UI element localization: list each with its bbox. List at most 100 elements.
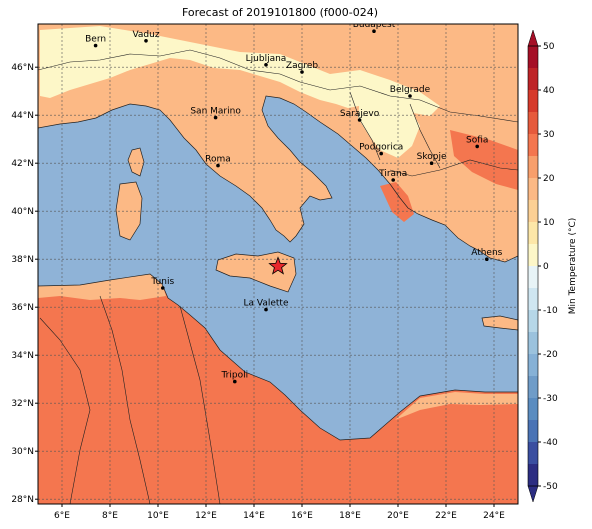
city-label: Tripoli: [220, 371, 248, 381]
city-dot: [161, 286, 165, 290]
city-label: Podgorica: [359, 143, 403, 153]
y-tick-label: 36°N: [11, 303, 34, 313]
city-dot: [144, 39, 148, 43]
city-dot: [372, 29, 376, 33]
colorbar-segment: [528, 464, 538, 486]
city-dot: [408, 94, 412, 98]
colorbar-tick-label: -30: [543, 394, 558, 404]
city-label: San Marino: [190, 107, 241, 117]
map-axis-ticks: 6°E 8°E 10°E 12°E 14°E 16°E 18°E 20°E 22°E 24°E 28…: [11, 63, 505, 521]
city-dot: [216, 163, 220, 168]
city-label: La Valette: [244, 299, 289, 309]
city-label: Ljubljana: [246, 54, 287, 64]
city-dot: [93, 43, 98, 48]
colorbar-tick-label: -10: [543, 306, 558, 316]
city-dot: [429, 161, 434, 165]
colorbar-tick-label: 50: [543, 42, 555, 52]
highlight-marker: [268, 256, 288, 275]
city-label: Roma: [205, 155, 231, 165]
colorbar: -50 -40 -30 -20 -10 0 10 20 30 40 50: [527, 29, 558, 503]
city-dot: [485, 257, 489, 262]
colorbar-extend-max: [527, 29, 539, 47]
colorbar-tick-label: -20: [543, 350, 558, 360]
colorbar-tick-label: -50: [543, 482, 558, 492]
colorbar-tick-label: 10: [543, 218, 555, 228]
y-tick-label: 40°N: [11, 207, 34, 217]
land-balkan-cool-band: [358, 94, 420, 158]
x-tick-label: 18°E: [339, 511, 361, 521]
city-label: Tunis: [150, 277, 174, 287]
land-crete: [482, 316, 518, 330]
land-greece-warm-band: [380, 182, 414, 222]
x-tick-label: 10°E: [147, 511, 169, 521]
city-label: Belgrade: [390, 85, 431, 95]
city-dot: [357, 118, 362, 122]
land-north-africa-band: [38, 274, 166, 300]
city-label: Sofia: [466, 135, 488, 145]
city-label: Budapest: [353, 20, 396, 30]
map-frame: [37, 23, 519, 505]
land-sardinia: [116, 182, 142, 240]
colorbar-segment: [528, 244, 538, 266]
y-tick-label: 38°N: [11, 255, 34, 265]
x-tick-label: 20°E: [387, 511, 409, 521]
colorbar-tick-label: -40: [543, 438, 558, 448]
city-dot: [264, 63, 268, 67]
city-label: Skopje: [417, 152, 447, 162]
colorbar-segment: [528, 442, 538, 464]
city-dot: [264, 307, 268, 312]
city-label: Athens: [471, 248, 502, 258]
y-tick-label: 34°N: [11, 351, 34, 361]
colorbar-segment: [528, 68, 538, 90]
x-tick-label: 8°E: [102, 511, 118, 521]
y-tick-label: 30°N: [11, 447, 34, 457]
land-corsica: [128, 148, 144, 176]
y-tick-label: 28°N: [11, 495, 34, 505]
city-label: Zagreb: [286, 61, 318, 71]
city-dot: [213, 115, 218, 120]
colorbar-segment: [528, 354, 538, 376]
graticule: [38, 24, 518, 504]
colorbar-tick-label: 20: [543, 174, 555, 184]
colorbar-segment: [528, 420, 538, 442]
colorbar-segment: [528, 376, 538, 398]
city-label: Tirana: [378, 169, 407, 179]
city-label: Sarajevo: [340, 109, 380, 119]
x-tick-label: 12°E: [195, 511, 217, 521]
x-tick-label: 14°E: [243, 511, 265, 521]
colorbar-segment: [528, 90, 538, 112]
star-icon: [268, 256, 288, 275]
city-dot: [300, 70, 304, 74]
x-tick-label: 16°E: [291, 511, 313, 521]
colorbar-segment: [528, 156, 538, 178]
colorbar-segment: [528, 332, 538, 354]
land-east-warm-band: [450, 130, 518, 190]
city-dot: [475, 144, 480, 149]
y-tick-label: 44°N: [11, 111, 34, 121]
y-tick-label: 32°N: [11, 399, 34, 409]
map-title: Forecast of 2019101800 (f000-024): [181, 6, 379, 19]
x-tick-label: 6°E: [54, 511, 70, 521]
colorbar-segment: [528, 222, 538, 244]
y-tick-label: 46°N: [11, 63, 34, 73]
coastlines: [38, 95, 518, 441]
colorbar-label: Min Temperature (°C): [568, 218, 578, 315]
city-label: Bern: [85, 35, 106, 45]
city-dot: [233, 379, 237, 384]
colorbar-segment: [528, 200, 538, 222]
colorbar-extend-min: [527, 485, 539, 503]
colorbar-tick-label: 40: [543, 86, 555, 96]
y-tick-label: 42°N: [11, 159, 34, 169]
colorbar-segment: [528, 288, 538, 310]
land-alps-cool-band: [40, 26, 440, 116]
colorbar-segment: [528, 398, 538, 420]
colorbar-segment: [528, 266, 538, 288]
x-tick-label: 24°E: [483, 511, 505, 521]
city-dot: [379, 151, 384, 156]
colorbar-tick-label: 30: [543, 130, 555, 140]
x-tick-label: 22°E: [435, 511, 457, 521]
city-dot: [391, 178, 396, 182]
